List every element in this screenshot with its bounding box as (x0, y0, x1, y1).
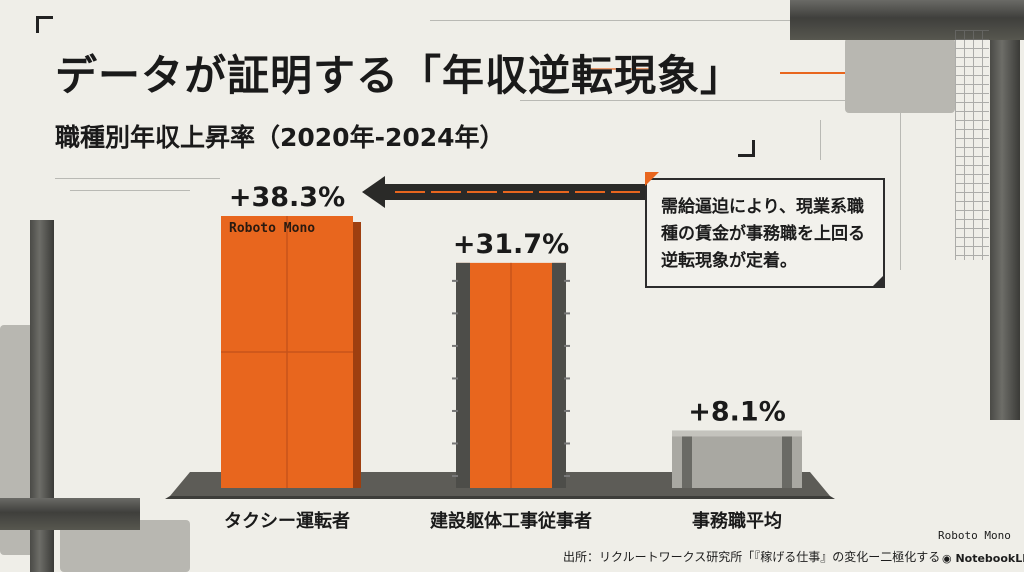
callout-line-3: 逆転現象が定着。 (661, 251, 797, 271)
decor-line-top2 (520, 100, 950, 101)
decor-line-right2 (820, 120, 821, 160)
callout-corner-accent-br (871, 274, 885, 288)
font-tag-label: Roboto Mono (938, 529, 1011, 542)
corner-bracket-tl (36, 16, 53, 33)
category-label: タクシー運転者 (224, 510, 350, 532)
steel-column-right (990, 40, 1020, 420)
bar-value-label: +31.7% (453, 229, 569, 260)
category-label: 建設躯体工事従事者 (430, 510, 592, 532)
callout-corner-accent (645, 172, 659, 186)
decor-line-right (900, 110, 901, 270)
callout-line-2: 種の賃金が事務職を上回る (661, 224, 865, 244)
bar-font-tag: Roboto Mono (229, 221, 315, 236)
bar (672, 430, 802, 488)
source-note: 出所：リクルートワークス研究所「『稼げる仕事』の変化ー二極化するブルーカラー (563, 550, 941, 564)
grid-panel (955, 30, 989, 260)
chart-subtitle: 職種別年収上昇率（2020年-2024年） (55, 123, 505, 152)
bar-frame-right (782, 436, 792, 488)
bar-frame-left (456, 262, 470, 488)
callout-arrow (362, 176, 645, 208)
callout-line-1: 需給逼迫により、現業系職 (661, 197, 864, 217)
brand-icon: ◉ (942, 552, 952, 565)
concrete-block-top-right (845, 38, 955, 113)
steel-beam-bottom-left (0, 498, 140, 530)
bar-top-face (672, 430, 802, 437)
chart-floor-edge (165, 496, 835, 499)
brand-label: ◉ NotebookLM (942, 552, 1024, 565)
bar-value-label: +38.3% (229, 182, 345, 213)
category-label: 事務職平均 (692, 510, 782, 532)
decor-orange-line-2 (590, 68, 650, 70)
page-title: データが証明する「年収逆転現象」 (55, 51, 744, 100)
corner-bracket-br (738, 140, 755, 157)
decor-line-left (55, 178, 220, 179)
bar-value-label: +8.1% (688, 396, 786, 427)
decor-line-top (430, 20, 800, 21)
brand-name: NotebookLM (955, 552, 1024, 565)
bar-frame-right (552, 262, 566, 488)
decor-line-left2 (70, 190, 190, 191)
callout-box: 需給逼迫により、現業系職 種の賃金が事務職を上回る 逆転現象が定着。 (645, 178, 885, 288)
bar-side-shadow (353, 222, 361, 488)
bar-frame-left (682, 436, 692, 488)
